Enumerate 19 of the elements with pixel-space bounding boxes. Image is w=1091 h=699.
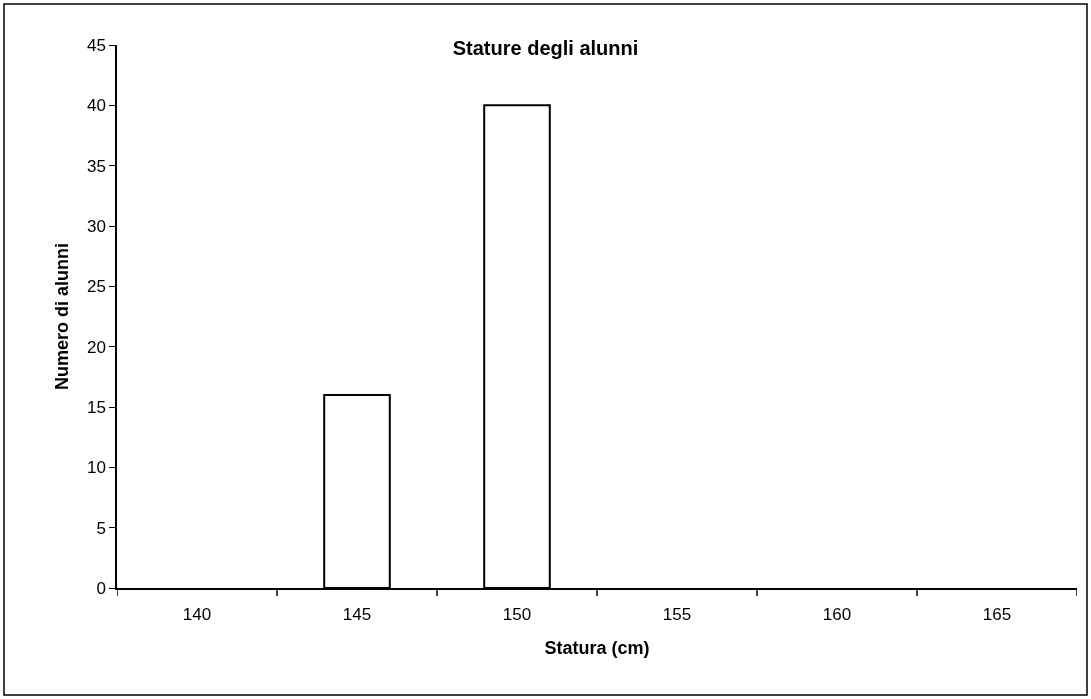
- y-tick-label: 15: [86, 397, 106, 417]
- x-axis-title: Statura (cm): [544, 637, 650, 658]
- x-tick-label: 145: [342, 605, 372, 625]
- y-tick-label: 45: [86, 35, 106, 55]
- x-tick-label: 160: [822, 605, 852, 625]
- y-axis-title: Numero di alunni: [51, 242, 72, 391]
- y-tick-label: 0: [96, 578, 106, 598]
- y-tick-label: 20: [86, 337, 106, 357]
- y-tick-label: 10: [86, 458, 106, 478]
- x-tick-label: 150: [502, 605, 532, 625]
- y-tick-label: 30: [86, 216, 106, 236]
- y-tick-label: 25: [86, 277, 106, 297]
- y-tick-label: 5: [96, 518, 106, 538]
- x-tick-label: 155: [662, 605, 692, 625]
- x-tick-label: 165: [982, 605, 1012, 625]
- chart-title: Stature degli alunni: [452, 37, 639, 59]
- y-tick-label: 40: [86, 96, 106, 116]
- y-tick-label: 35: [86, 156, 106, 176]
- x-tick-label: 140: [182, 605, 212, 625]
